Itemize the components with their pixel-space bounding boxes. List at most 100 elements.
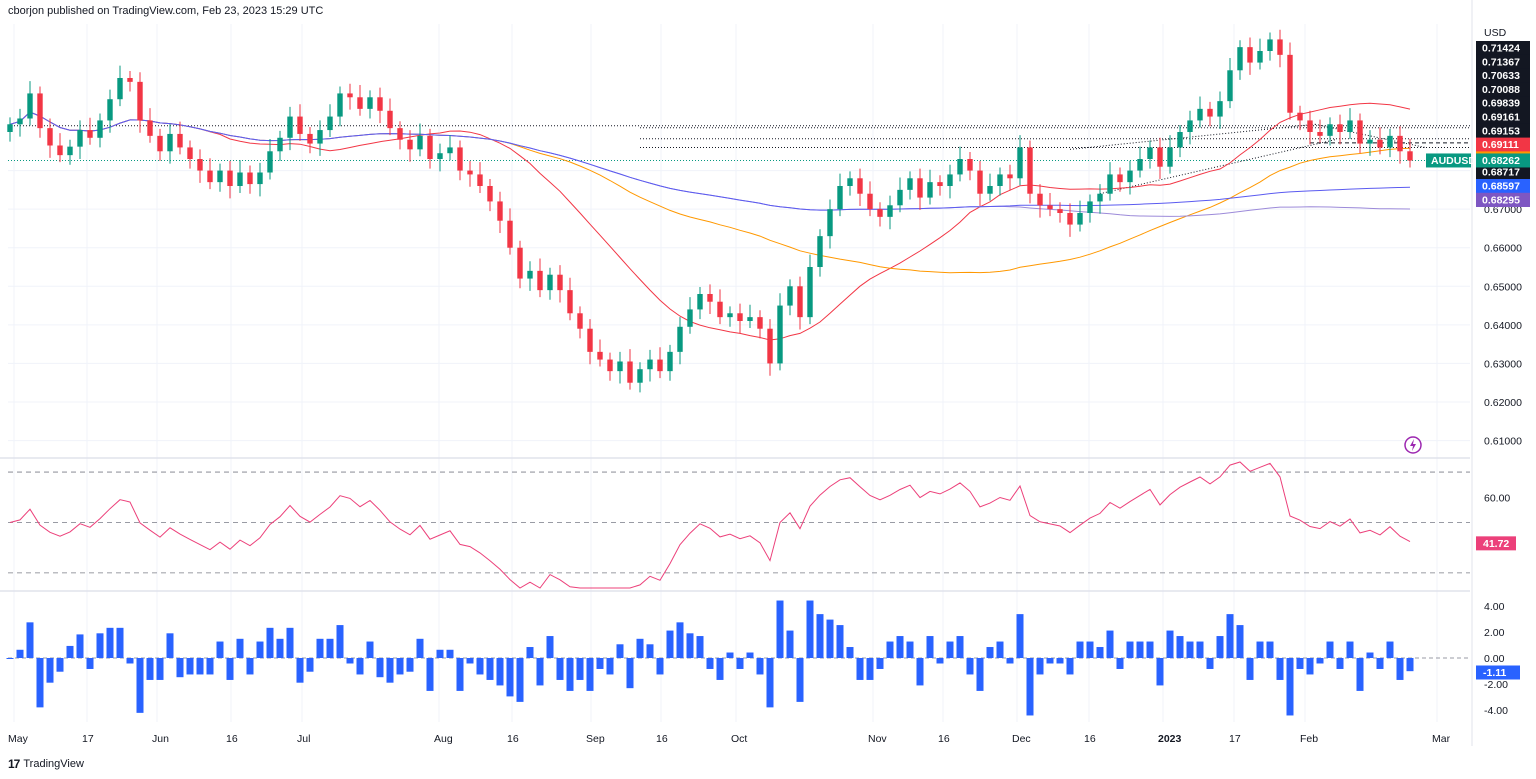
macd-tag-bg — [1476, 665, 1520, 680]
candle-body-25 — [257, 172, 263, 185]
time-tick-6: 16 — [507, 733, 519, 745]
macd-pane — [6, 600, 1470, 716]
candle-body-0 — [7, 124, 13, 132]
currency-label: USD — [1484, 27, 1507, 39]
alert-icon[interactable] — [1404, 436, 1422, 454]
macd-bar-0 — [6, 658, 14, 659]
macd-bar-37 — [376, 658, 384, 678]
candle-body-60 — [607, 359, 613, 372]
candle-body-118 — [1187, 120, 1193, 132]
macd-bar-70 — [706, 658, 714, 669]
macd-bar-123 — [1236, 625, 1244, 658]
candle-body-36 — [367, 97, 373, 109]
macd-bar-105 — [1056, 658, 1064, 664]
macd-bar-41 — [416, 638, 424, 658]
macd-tick-3: -2.00 — [1484, 679, 1508, 691]
candle-body-115 — [1157, 147, 1163, 167]
time-tick-16: Feb — [1300, 733, 1318, 745]
candle-body-59 — [597, 351, 603, 360]
macd-bar-128 — [1286, 658, 1294, 716]
time-tick-0: May — [8, 733, 29, 745]
symbol-tag-value: 0.68262 — [1482, 155, 1520, 167]
macd-bar-98 — [986, 647, 994, 658]
macd-bar-91 — [916, 658, 924, 686]
candle-body-48 — [487, 186, 493, 202]
macd-bar-63 — [636, 638, 644, 658]
candle-body-23 — [237, 172, 243, 186]
macd-bar-67 — [676, 622, 684, 658]
macd-bar-56 — [566, 658, 574, 691]
candle-body-47 — [477, 174, 483, 186]
macd-bar-20 — [206, 658, 214, 675]
price-tag-3: 0.70088 — [1482, 84, 1520, 96]
macd-bar-13 — [136, 658, 144, 713]
price-tag-bg-5 — [1476, 110, 1530, 125]
price-tag-6: 0.69153 — [1482, 125, 1520, 137]
price-tag-2: 0.70633 — [1482, 70, 1520, 82]
rsi-tick-0: 60.00 — [1484, 492, 1510, 504]
candle-body-19 — [197, 159, 203, 171]
candle-body-38 — [387, 110, 393, 129]
candle-body-18 — [187, 147, 193, 159]
candle-body-9 — [97, 120, 103, 138]
macd-bar-34 — [346, 658, 354, 664]
candle-body-83 — [837, 186, 843, 210]
macd-bar-51 — [516, 658, 524, 702]
candle-body-69 — [697, 294, 703, 310]
candle-body-74 — [747, 317, 753, 321]
macd-bar-19 — [196, 658, 204, 675]
candle-body-84 — [847, 178, 853, 186]
macd-bar-54 — [546, 636, 554, 658]
macd-bar-135 — [1356, 658, 1364, 691]
price-tick-0: 0.61000 — [1484, 436, 1522, 448]
macd-bar-99 — [996, 641, 1004, 658]
candle-body-137 — [1377, 139, 1383, 148]
rsi-line — [9, 461, 1411, 589]
macd-bar-126 — [1266, 641, 1274, 658]
macd-bar-1 — [16, 649, 24, 658]
candle-body-77 — [777, 305, 783, 364]
candle-body-10 — [107, 99, 113, 121]
candle-body-52 — [527, 270, 533, 279]
macd-bar-57 — [576, 658, 584, 680]
candle-body-49 — [497, 201, 503, 221]
macd-bar-22 — [226, 658, 234, 680]
price-tag-bg-9 — [1476, 165, 1530, 180]
macd-bar-14 — [146, 658, 154, 680]
time-tick-1: 17 — [82, 733, 94, 745]
macd-bar-42 — [426, 658, 434, 691]
candle-body-138 — [1387, 135, 1393, 148]
macd-bar-90 — [906, 641, 914, 658]
candle-body-26 — [267, 151, 273, 173]
macd-tag: -1.11 — [1483, 667, 1507, 679]
macd-bar-4 — [46, 658, 54, 683]
candle-body-13 — [137, 81, 143, 121]
candle-body-98 — [987, 186, 993, 194]
candle-body-134 — [1347, 120, 1353, 132]
macd-bar-33 — [336, 625, 344, 658]
price-tag-7: 0.69111 — [1482, 139, 1519, 151]
time-tick-4: Jul — [297, 733, 310, 745]
macd-bar-120 — [1206, 658, 1214, 669]
macd-bar-102 — [1026, 658, 1034, 716]
price-tick-1: 0.62000 — [1484, 397, 1522, 409]
macd-bar-31 — [316, 638, 324, 658]
candle-body-94 — [947, 174, 953, 186]
macd-bar-138 — [1386, 641, 1394, 658]
candle-body-31 — [317, 130, 323, 144]
candle-body-15 — [157, 135, 163, 152]
candle-body-57 — [577, 313, 583, 329]
macd-bar-93 — [936, 658, 944, 664]
macd-bar-107 — [1076, 641, 1084, 658]
macd-bar-80 — [806, 600, 814, 658]
candle-body-85 — [857, 178, 863, 194]
candle-body-27 — [277, 137, 283, 152]
time-tick-9: Oct — [731, 733, 747, 745]
candle-body-130 — [1307, 120, 1313, 132]
candle-body-34 — [347, 93, 353, 98]
candle-body-51 — [517, 247, 523, 279]
macd-bar-132 — [1326, 641, 1334, 658]
macd-bar-127 — [1276, 658, 1284, 680]
candle-body-88 — [887, 205, 893, 217]
